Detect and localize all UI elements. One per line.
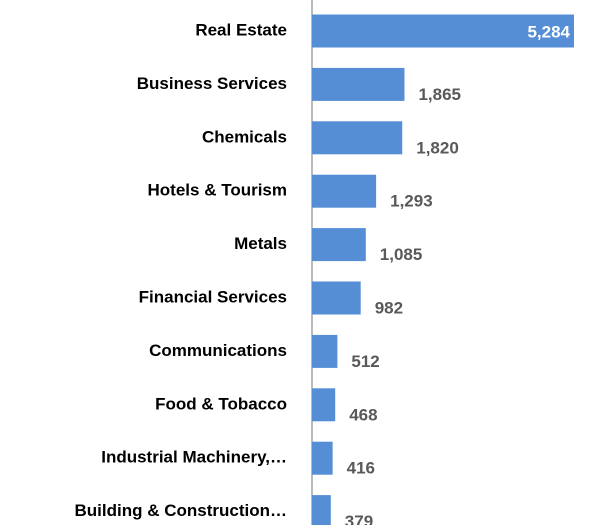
bar (312, 228, 366, 262)
value-label: 468 (349, 405, 377, 424)
bar (312, 121, 403, 155)
bar (312, 174, 377, 208)
category-label: Financial Services (139, 287, 287, 306)
category-label: Hotels & Tourism (148, 181, 287, 200)
category-label: Building & Construction… (75, 501, 287, 520)
category-label: Chemicals (202, 127, 287, 146)
bar (312, 334, 338, 368)
category-label: Metals (234, 234, 287, 253)
value-label: 512 (351, 352, 379, 371)
category-label: Communications (149, 341, 287, 360)
value-label: 1,293 (390, 192, 433, 211)
value-label: 1,865 (418, 85, 461, 104)
category-label: Business Services (137, 74, 287, 93)
value-label: 982 (375, 298, 403, 317)
bar (312, 67, 405, 101)
value-label: 379 (345, 512, 373, 525)
category-label: Food & Tobacco (155, 394, 287, 413)
category-label: Real Estate (195, 20, 287, 39)
bar (312, 281, 361, 315)
value-label: 1,085 (380, 245, 423, 264)
value-label: 1,820 (416, 138, 459, 157)
bar (312, 495, 331, 525)
bar (312, 441, 333, 475)
value-label: 5,284 (527, 22, 570, 41)
bar (312, 14, 574, 48)
bar (312, 388, 336, 422)
value-label: 416 (347, 459, 375, 478)
category-label: Industrial Machinery,… (101, 448, 287, 467)
